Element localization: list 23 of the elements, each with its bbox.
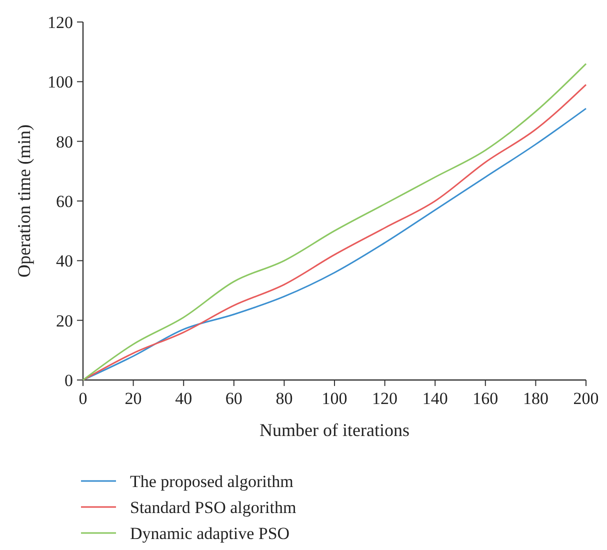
y-tick-label: 0: [64, 371, 73, 390]
y-tick-label: 120: [48, 13, 73, 32]
x-tick-label: 40: [175, 389, 192, 408]
x-tick-label: 160: [472, 389, 498, 408]
x-tick-label: 120: [372, 389, 398, 408]
y-tick-label: 80: [56, 132, 73, 152]
legend-label: The proposed algorithm: [130, 472, 294, 491]
x-tick-label: 60: [225, 389, 242, 408]
x-tick-label: 200: [573, 389, 599, 408]
legend-label: Dynamic adaptive PSO: [130, 524, 290, 543]
x-tick-label: 0: [78, 389, 88, 408]
y-axis-title: Operation time (min): [14, 124, 34, 278]
x-tick-label: 100: [322, 389, 348, 408]
y-tick-label: 60: [56, 192, 73, 211]
x-tick-label: 180: [522, 389, 548, 408]
y-tick-label: 40: [56, 252, 73, 271]
x-tick-label: 20: [124, 389, 142, 408]
y-tick-label: 20: [56, 311, 73, 330]
x-tick-label: 140: [422, 389, 448, 408]
x-tick-label: 80: [276, 389, 293, 408]
legend-label: Standard PSO algorithm: [130, 498, 296, 517]
x-axis-title: Number of iterations: [260, 420, 410, 440]
y-tick-label: 100: [48, 72, 73, 92]
